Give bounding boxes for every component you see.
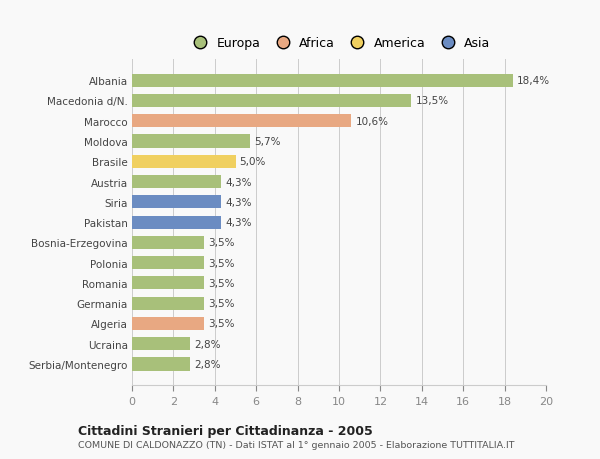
Text: 2,8%: 2,8% [194,339,221,349]
Text: COMUNE DI CALDONAZZO (TN) - Dati ISTAT al 1° gennaio 2005 - Elaborazione TUTTITA: COMUNE DI CALDONAZZO (TN) - Dati ISTAT a… [78,440,515,449]
Bar [132,74,513,88]
Bar [132,196,221,209]
Bar [132,156,235,168]
Bar [132,95,412,108]
Bar [132,257,205,269]
Bar [132,358,190,371]
Text: 3,5%: 3,5% [209,238,235,248]
Bar [132,216,221,229]
Legend: Europa, Africa, America, Asia: Europa, Africa, America, Asia [184,34,494,54]
Bar [132,277,205,290]
Bar [132,337,190,351]
Text: 4,3%: 4,3% [225,177,251,187]
Text: 5,0%: 5,0% [239,157,266,167]
Text: 3,5%: 3,5% [209,278,235,288]
Bar [132,135,250,148]
Text: Cittadini Stranieri per Cittadinanza - 2005: Cittadini Stranieri per Cittadinanza - 2… [78,425,373,437]
Text: 10,6%: 10,6% [356,117,389,127]
Text: 3,5%: 3,5% [209,319,235,329]
Text: 2,8%: 2,8% [194,359,221,369]
Text: 13,5%: 13,5% [416,96,449,106]
Bar [132,317,205,330]
Bar [132,236,205,249]
Text: 5,7%: 5,7% [254,137,281,147]
Bar [132,115,352,128]
Text: 3,5%: 3,5% [209,258,235,268]
Text: 18,4%: 18,4% [517,76,550,86]
Text: 3,5%: 3,5% [209,298,235,308]
Text: 4,3%: 4,3% [225,218,251,228]
Text: 4,3%: 4,3% [225,197,251,207]
Bar [132,297,205,310]
Bar [132,176,221,189]
